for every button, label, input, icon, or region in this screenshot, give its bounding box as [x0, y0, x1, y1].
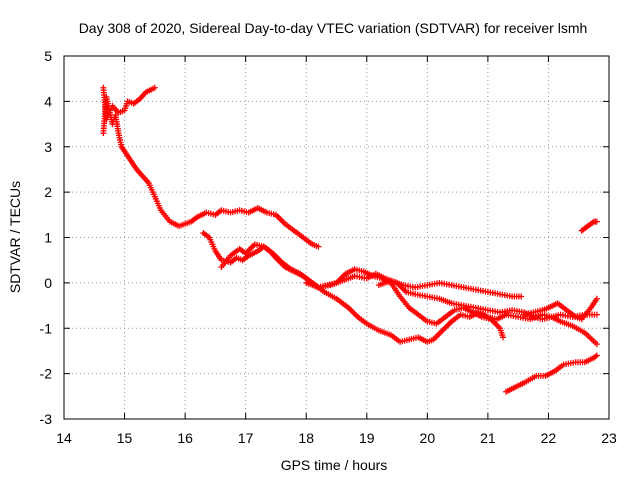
- data-point: [593, 218, 600, 225]
- series-arc8: [521, 295, 600, 323]
- y-axis-label: SDTVAR / TECUs: [7, 181, 23, 293]
- data-point: [593, 311, 600, 318]
- x-tick-label: 15: [117, 430, 133, 446]
- x-tick-label: 21: [480, 430, 496, 446]
- chart-title: Day 308 of 2020, Sidereal Day-to-day VTE…: [79, 20, 588, 36]
- series-arc9: [578, 218, 600, 234]
- x-tick-label: 20: [420, 430, 436, 446]
- data-point: [593, 295, 600, 302]
- grid: [64, 56, 609, 419]
- x-tick-label: 23: [601, 430, 617, 446]
- x-tick-label: 22: [541, 430, 557, 446]
- y-tick-label: -1: [40, 320, 53, 336]
- x-tick-label: 17: [238, 430, 254, 446]
- series-arc5: [303, 270, 600, 348]
- y-tick-label: 4: [44, 93, 52, 109]
- data-point: [500, 334, 507, 341]
- y-tick-label: 5: [44, 48, 52, 64]
- data-point: [593, 352, 600, 359]
- y-tick-label: -2: [40, 366, 53, 382]
- x-tick-label: 14: [56, 430, 72, 446]
- series-arc1: [100, 93, 322, 250]
- series-arc6: [375, 277, 525, 300]
- y-tick-label: 3: [44, 139, 52, 155]
- x-axis-label: GPS time / hours: [281, 457, 388, 473]
- data-point: [518, 293, 525, 300]
- data-markers: [100, 84, 600, 395]
- data-point: [151, 84, 158, 91]
- y-tick-label: 1: [44, 230, 52, 246]
- data-point: [593, 341, 600, 348]
- data-point: [315, 243, 322, 250]
- x-tick-label: 16: [177, 430, 193, 446]
- series-arc2: [100, 84, 158, 123]
- x-tick-label: 19: [359, 430, 375, 446]
- y-tick-label: 2: [44, 184, 52, 200]
- y-tick-label: -3: [40, 411, 53, 427]
- x-tick-label: 18: [298, 430, 314, 446]
- series-arc7: [503, 352, 600, 395]
- series-arc4: [218, 241, 507, 341]
- y-tick-label: 0: [44, 275, 52, 291]
